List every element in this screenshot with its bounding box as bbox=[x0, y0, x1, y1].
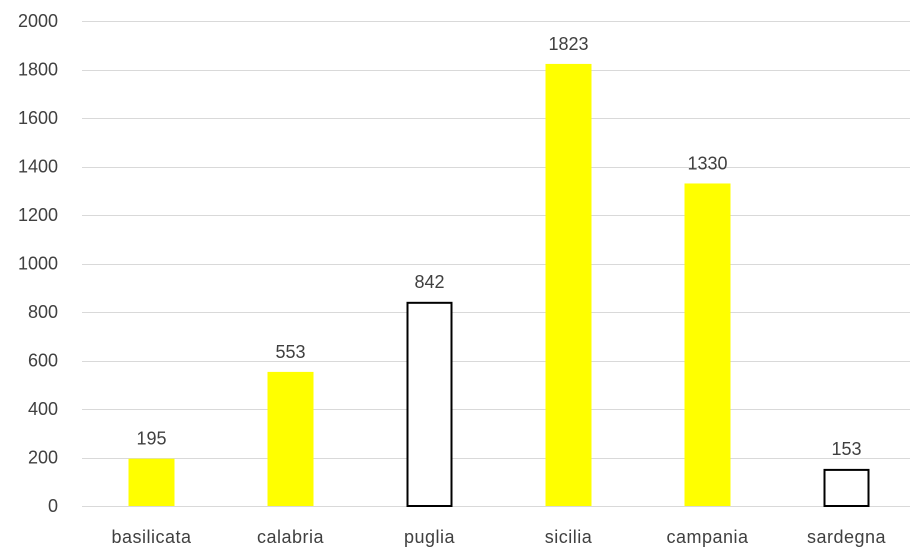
y-tick-label: 1800 bbox=[18, 60, 58, 80]
category-label-sicilia: sicilia bbox=[545, 527, 593, 547]
category-label-sardegna: sardegna bbox=[807, 527, 887, 547]
y-tick-label: 1600 bbox=[18, 108, 58, 128]
bar-calabria bbox=[267, 371, 314, 506]
category-label-puglia: puglia bbox=[404, 527, 456, 547]
category-label-campania: campania bbox=[666, 527, 749, 547]
bars bbox=[128, 63, 870, 507]
data-labels: 195 553 842 1823 1330 153 bbox=[136, 34, 861, 459]
y-tick-label: 1400 bbox=[18, 157, 58, 177]
data-label-basilicata: 195 bbox=[136, 429, 166, 449]
y-tick-label: 1200 bbox=[18, 205, 58, 225]
bar-campania bbox=[684, 183, 731, 506]
data-label-campania: 1330 bbox=[687, 153, 727, 173]
y-tick-label: 800 bbox=[28, 302, 58, 322]
data-label-sardegna: 153 bbox=[831, 439, 861, 459]
y-axis-tick-labels: 0 200 400 600 800 1000 1200 1400 1600 1800 2000 bbox=[18, 11, 58, 516]
bar-sardegna bbox=[823, 468, 870, 507]
y-tick-label: 600 bbox=[28, 351, 58, 371]
gridlines bbox=[82, 21, 910, 507]
y-tick-label: 200 bbox=[28, 448, 58, 468]
category-label-basilicata: basilicata bbox=[111, 527, 192, 547]
bar-sicilia bbox=[545, 63, 592, 507]
x-axis-category-labels: basilicata calabria puglia sicilia campania s… bbox=[111, 527, 886, 547]
bar-puglia bbox=[406, 301, 453, 507]
data-label-puglia: 842 bbox=[414, 272, 444, 292]
data-label-sicilia: 1823 bbox=[548, 34, 588, 54]
y-tick-label: 0 bbox=[48, 496, 58, 516]
y-tick-label: 400 bbox=[28, 399, 58, 419]
y-tick-label: 2000 bbox=[18, 11, 58, 31]
data-label-calabria: 553 bbox=[275, 342, 305, 362]
y-tick-label: 1000 bbox=[18, 254, 58, 274]
bar-basilicata bbox=[128, 458, 175, 506]
category-label-calabria: calabria bbox=[257, 527, 325, 547]
